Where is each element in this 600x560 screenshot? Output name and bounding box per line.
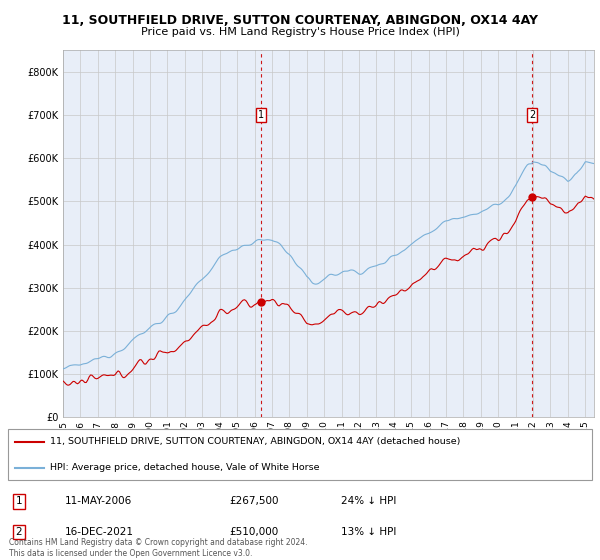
FancyBboxPatch shape xyxy=(8,429,592,480)
Text: 2: 2 xyxy=(16,527,22,537)
Text: 24% ↓ HPI: 24% ↓ HPI xyxy=(341,496,397,506)
Text: £510,000: £510,000 xyxy=(229,527,278,537)
Text: 11, SOUTHFIELD DRIVE, SUTTON COURTENAY, ABINGDON, OX14 4AY: 11, SOUTHFIELD DRIVE, SUTTON COURTENAY, … xyxy=(62,14,538,27)
Text: 11, SOUTHFIELD DRIVE, SUTTON COURTENAY, ABINGDON, OX14 4AY (detached house): 11, SOUTHFIELD DRIVE, SUTTON COURTENAY, … xyxy=(50,437,460,446)
Text: HPI: Average price, detached house, Vale of White Horse: HPI: Average price, detached house, Vale… xyxy=(50,463,320,472)
Text: Contains HM Land Registry data © Crown copyright and database right 2024.
This d: Contains HM Land Registry data © Crown c… xyxy=(9,538,308,558)
Text: 13% ↓ HPI: 13% ↓ HPI xyxy=(341,527,397,537)
Text: Price paid vs. HM Land Registry's House Price Index (HPI): Price paid vs. HM Land Registry's House … xyxy=(140,27,460,37)
Text: 11-MAY-2006: 11-MAY-2006 xyxy=(65,496,132,506)
Text: 1: 1 xyxy=(258,110,264,120)
Text: £267,500: £267,500 xyxy=(229,496,279,506)
Text: 2: 2 xyxy=(529,110,535,120)
Text: 16-DEC-2021: 16-DEC-2021 xyxy=(65,527,134,537)
Text: 1: 1 xyxy=(16,496,22,506)
